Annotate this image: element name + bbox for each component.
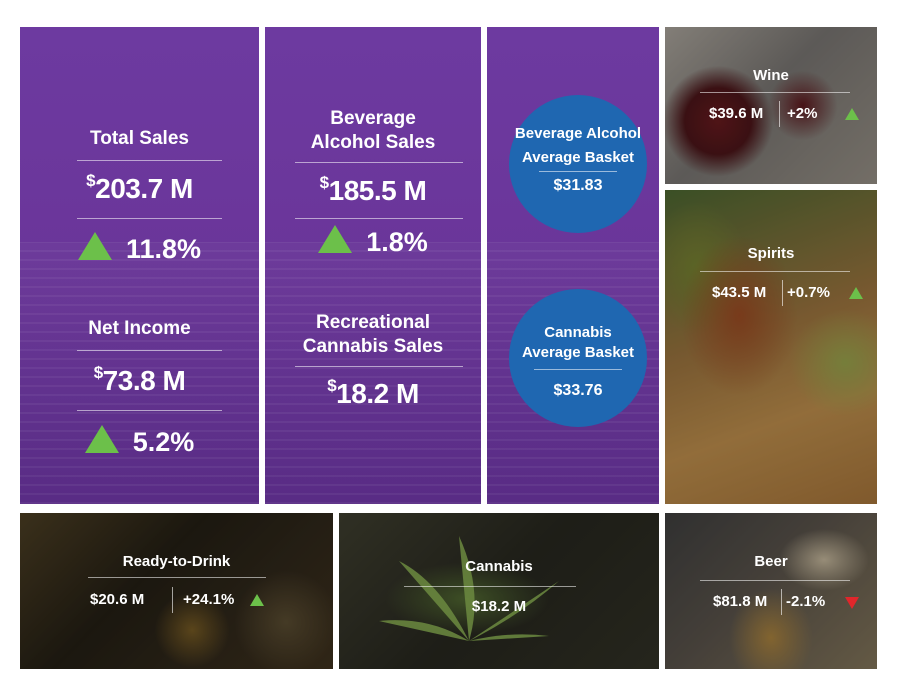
beverage-alcohol-basket-value: $31.83 [553,177,603,194]
divider [77,410,222,411]
spirits-value: $43.5 M [712,284,767,301]
cannabis-leaf-icon [379,536,559,641]
cannabis-value: $18.2 M [471,598,527,615]
beverage-alcohol-sales-change: 1.8% [265,225,481,258]
wine-label: Wine [753,67,789,84]
beverage-alcohol-basket-circle: Beverage Alcohol Average Basket $31.83 [509,95,647,233]
divider [77,218,222,219]
ready-to-drink-label: Ready-to-Drink [122,553,231,570]
up-arrow-icon [84,425,119,453]
net-income-value: $73.8 M [93,363,186,396]
spirits-change: +0.7% [787,284,830,301]
wine-panel: Wine $39.6 M +2% [665,27,877,184]
down-arrow-icon [845,597,859,609]
recreational-cannabis-sales-label: Recreational Cannabis Sales [302,312,444,357]
divider [782,280,783,306]
beverage-alcohol-basket-label-2: Average Basket [521,149,634,166]
ready-to-drink-change: +24.1% [183,591,235,608]
average-basket-panel: Beverage Alcohol Average Basket $31.83 C… [487,27,659,504]
divider [295,162,463,163]
beer-label: Beer [754,553,788,570]
wine-change: +2% [787,105,818,122]
ready-to-drink-panel: Ready-to-Drink $20.6 M +24.1% [20,513,333,669]
divider [700,580,850,581]
beverage-alcohol-sales-label: Beverage Alcohol Sales [310,108,436,153]
divider [295,366,463,367]
beer-panel: Beer $81.8 M -2.1% [665,513,877,669]
cannabis-basket-label-2: Average Basket [521,344,634,361]
spirits-panel: Spirits $43.5 M +0.7% [665,190,877,504]
divider [534,369,622,370]
divider [539,171,617,172]
divider [779,101,780,127]
net-income-label: Net Income [88,318,191,339]
beer-value: $81.8 M [713,593,768,610]
total-sales-label: Total Sales [90,128,189,149]
alcohol-cannabis-sales-panel: Beverage Alcohol Sales $185.5 M 1.8% Recr… [265,27,481,504]
up-arrow-icon [849,287,863,299]
divider [88,577,266,578]
divider [295,218,463,219]
total-sales-panel: Total Sales $203.7 M 11.8% Net Income $7… [20,27,259,504]
divider [700,271,850,272]
store-photo-overlay [265,241,481,504]
up-arrow-icon [318,225,353,253]
wine-value: $39.6 M [709,105,764,122]
beverage-alcohol-basket-label: Beverage Alcohol [514,125,642,142]
spirits-label: Spirits [747,245,795,262]
divider [781,589,782,615]
total-sales-change: 11.8% [20,232,259,265]
up-arrow-icon [250,594,264,606]
recreational-cannabis-sales-value: $18.2 M [327,376,419,409]
store-photo-overlay [20,241,259,504]
cannabis-panel: Cannabis $18.2 M [339,513,659,669]
up-arrow-icon [845,108,859,120]
up-arrow-icon [77,232,112,260]
divider [77,160,222,161]
beverage-alcohol-sales-value: $185.5 M [319,173,427,206]
ready-to-drink-value: $20.6 M [90,591,145,608]
beer-change: -2.1% [786,593,826,610]
net-income-change: 5.2% [20,425,259,458]
divider [404,586,576,587]
cannabis-basket-value: $33.76 [553,382,603,399]
cannabis-basket-circle: Cannabis Average Basket $33.76 [509,289,647,427]
divider [77,350,222,351]
total-sales-value: $203.7 M [86,171,193,204]
cannabis-basket-label: Cannabis [544,324,612,341]
divider [172,587,173,613]
divider [700,92,850,93]
cannabis-label: Cannabis [465,558,533,575]
